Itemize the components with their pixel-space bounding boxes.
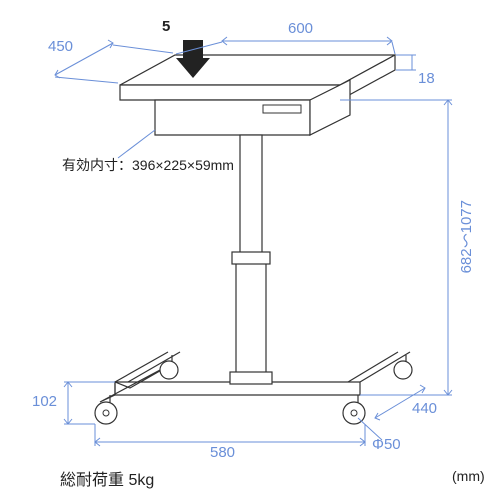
dim-width: 600 <box>288 20 313 37</box>
inner-dimension-label: 有効内寸：396×225×59mm <box>62 155 234 175</box>
dim-height: 682～1077 <box>456 200 477 273</box>
load-capacity-label: 総耐荷重 5kg <box>60 466 154 490</box>
dim-caster: Φ50 <box>372 436 401 453</box>
dim-base-width: 580 <box>210 444 235 461</box>
table-top <box>120 55 395 100</box>
dim-depth: 450 <box>48 38 73 55</box>
dim-load: 5 <box>162 18 170 35</box>
dim-base-depth: 440 <box>412 400 437 417</box>
dim-base-height: 102 <box>32 393 57 410</box>
dim-thickness: 18 <box>418 70 435 87</box>
center-column <box>232 135 270 375</box>
unit-label: (mm) <box>452 468 485 484</box>
